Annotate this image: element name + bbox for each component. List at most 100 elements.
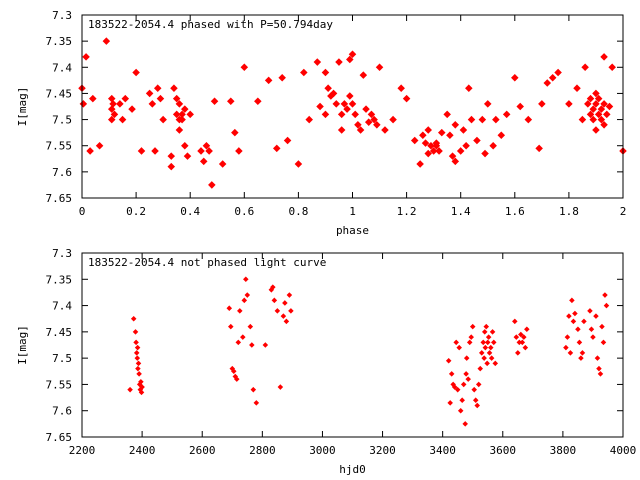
phased-data-point bbox=[502, 110, 511, 119]
phased-x-axis-label: phase bbox=[336, 224, 369, 237]
phased-y-tick-label: 7.6 bbox=[52, 166, 72, 179]
phased-x-tick-label: 1.4 bbox=[451, 205, 471, 218]
phased-data-point bbox=[181, 141, 189, 150]
unphased-data-point bbox=[490, 339, 497, 346]
phased-x-tick-label: 0.6 bbox=[234, 205, 254, 218]
phased-x-tick-label: 1.8 bbox=[559, 205, 579, 218]
unphased-data-point bbox=[138, 379, 144, 385]
unphased-data-point bbox=[475, 381, 482, 388]
unphased-data-point bbox=[288, 308, 294, 314]
unphased-data-point bbox=[599, 323, 605, 330]
phased-data-point bbox=[181, 105, 189, 113]
unphased-data-point bbox=[519, 339, 526, 346]
unphased-y-tick-label: 7.55 bbox=[46, 378, 73, 391]
phased-y-tick-label: 7.4 bbox=[52, 61, 72, 74]
phased-data-point bbox=[554, 68, 562, 77]
phased-data-point bbox=[156, 94, 165, 103]
unphased-data-point bbox=[447, 400, 453, 406]
unphased-data-point bbox=[487, 344, 494, 351]
phased-data-point bbox=[205, 147, 213, 155]
phased-data-point bbox=[516, 102, 524, 111]
phased-data-point bbox=[148, 100, 157, 108]
unphased-y-tick-label: 7.45 bbox=[46, 326, 73, 339]
phased-data-point bbox=[364, 118, 373, 126]
phased-y-tick-label: 7.5 bbox=[52, 114, 72, 127]
unphased-data-point bbox=[463, 371, 469, 377]
unphased-data-point bbox=[524, 326, 530, 332]
unphased-data-point bbox=[135, 360, 142, 367]
phased-data-point bbox=[524, 115, 533, 124]
phased-data-point bbox=[584, 100, 592, 108]
unphased-data-point bbox=[483, 323, 490, 330]
unphased-data-point bbox=[471, 386, 477, 393]
phased-data-point bbox=[170, 84, 178, 92]
unphased-data-point bbox=[135, 365, 141, 372]
unphased-data-point bbox=[130, 315, 137, 322]
unphased-data-point bbox=[133, 339, 139, 346]
phased-data-point bbox=[167, 162, 176, 171]
phased-data-point bbox=[346, 92, 354, 100]
phased-data-point bbox=[264, 76, 273, 85]
unphased-data-point bbox=[478, 350, 485, 356]
unphased-data-point bbox=[566, 313, 572, 319]
unphased-data-point bbox=[286, 292, 293, 298]
phased-data-point bbox=[437, 128, 446, 137]
phased-data-point bbox=[359, 71, 368, 79]
phased-data-point bbox=[227, 97, 235, 106]
unphased-data-point bbox=[477, 365, 484, 372]
phased-x-tick-label: 0.8 bbox=[288, 205, 308, 218]
unphased-data-point bbox=[481, 329, 488, 335]
unphased-data-point bbox=[564, 334, 571, 340]
unphased-data-point bbox=[282, 300, 288, 306]
phased-data-point bbox=[332, 100, 341, 108]
unphased-data-point bbox=[480, 339, 487, 346]
phased-data-point bbox=[592, 89, 600, 98]
phased-data-point bbox=[594, 94, 603, 103]
unphased-data-point bbox=[274, 308, 281, 314]
phased-data-point bbox=[109, 100, 117, 108]
unphased-x-tick-label: 2800 bbox=[249, 444, 276, 457]
unphased-data-point bbox=[481, 355, 487, 361]
phased-data-point bbox=[348, 50, 357, 58]
phased-data-point bbox=[492, 115, 500, 124]
unphased-data-point bbox=[249, 342, 255, 348]
phased-data-point bbox=[459, 126, 468, 134]
unphased-data-point bbox=[474, 402, 480, 409]
phased-light-curve-chart: 0 0.2 0.4 0.6 0.8 1 1.2 1.4 1.6 1.8 2 7.37.357.47.… bbox=[16, 9, 627, 237]
phased-data-point bbox=[175, 126, 184, 134]
unphased-data-point bbox=[133, 350, 140, 356]
unphased-data-point bbox=[280, 313, 287, 319]
phased-data-point bbox=[381, 126, 389, 134]
phased-data-point bbox=[116, 100, 124, 108]
phased-y-tick-label: 7.65 bbox=[46, 192, 73, 205]
phased-data-point bbox=[456, 147, 465, 155]
phased-data-point bbox=[208, 181, 216, 189]
phased-data-point bbox=[337, 110, 346, 119]
unphased-data-point bbox=[488, 355, 495, 361]
phased-data-point bbox=[578, 115, 587, 124]
phased-data-point bbox=[375, 63, 384, 72]
unphased-data-point bbox=[244, 292, 251, 298]
unphased-data-point bbox=[489, 329, 496, 335]
unphased-data-point bbox=[243, 276, 249, 283]
unphased-data-point bbox=[234, 376, 240, 382]
unphased-data-point bbox=[138, 389, 145, 396]
phased-data-point bbox=[489, 141, 497, 150]
phased-data-point bbox=[589, 105, 598, 113]
unphased-x-tick-label: 4000 bbox=[610, 444, 637, 457]
unphased-data-point bbox=[460, 381, 467, 388]
phased-data-point bbox=[473, 136, 481, 145]
phased-data-point bbox=[278, 73, 286, 82]
phased-data-point bbox=[427, 141, 435, 150]
phased-data-point bbox=[467, 115, 476, 124]
phased-data-point bbox=[592, 126, 600, 134]
phased-data-point bbox=[451, 157, 460, 166]
phased-y-ticks: 7.3 7.35 7.4 7.45 7.5 7.55 7.6 7.65 bbox=[46, 9, 623, 205]
phased-x-ticks: 0 0.2 0.4 0.6 0.8 1 1.2 1.4 1.6 1.8 2 bbox=[79, 15, 626, 218]
unphased-data-point bbox=[593, 313, 599, 319]
phased-data-point bbox=[478, 115, 487, 124]
phased-data-point bbox=[348, 100, 357, 108]
unphased-data-point bbox=[484, 360, 490, 367]
